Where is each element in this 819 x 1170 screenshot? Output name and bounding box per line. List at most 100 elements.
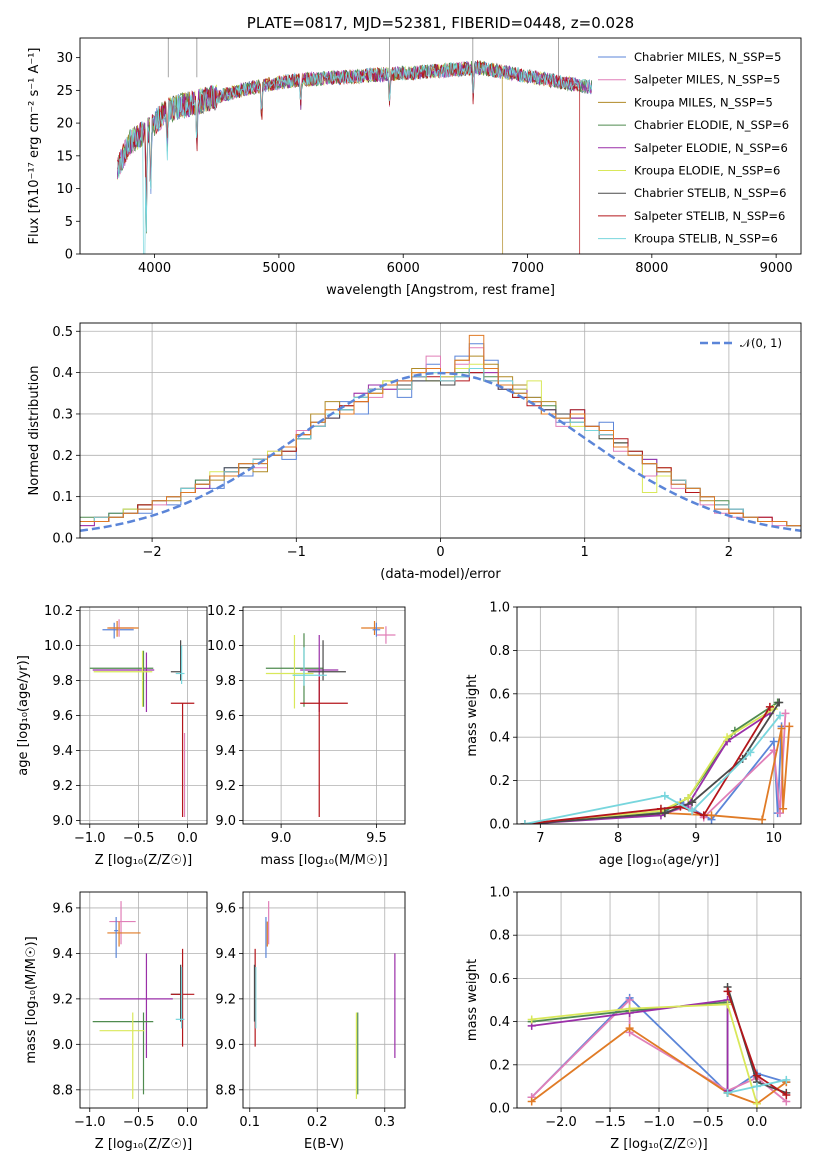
- x-tick-label: 8000: [635, 261, 668, 276]
- x-axis-label: Z [log₁₀(Z/Z☉)]: [95, 853, 192, 868]
- plus-marker: [707, 811, 716, 820]
- y-tick-label: 1.0: [489, 886, 510, 901]
- y-tick-label: 10.2: [207, 604, 236, 619]
- axes-0: 4000 5000 6000 7000 8000 9000 0 5 10 15 20 25 30 wave…: [27, 37, 802, 298]
- y-tick-label: 9.4: [215, 947, 236, 962]
- legend-label: Kroupa STELIB, N_SSP=6: [634, 232, 778, 246]
- y-tick-label: 9.6: [52, 901, 73, 916]
- spectrum-line: [117, 60, 504, 254]
- axes-frame: [79, 37, 802, 255]
- plus-marker: [527, 1097, 536, 1106]
- plus-marker: [723, 1000, 732, 1009]
- plus-marker: [660, 791, 669, 800]
- x-axis-label: Z [log₁₀(Z/Z☉)]: [610, 1137, 707, 1152]
- x-axis-label: wavelength [Angstrom, rest frame]: [326, 283, 555, 298]
- axes-frame: [516, 891, 802, 1109]
- x-tick-label: 0.0: [177, 831, 198, 846]
- x-tick-label: 0: [436, 545, 444, 560]
- y-axis-label: age [log₁₀(age/yr)]: [16, 655, 31, 776]
- legend: Chabrier MILES, N_SSP=5 Salpeter MILES, N…: [598, 50, 789, 246]
- y-tick-label: 0.3: [52, 407, 73, 422]
- plus-marker: [752, 1071, 761, 1080]
- x-tick-label: 7000: [511, 261, 544, 276]
- y-tick-label: 9.6: [52, 709, 73, 724]
- x-tick-label: 5000: [262, 261, 295, 276]
- x-tick-label: −0.5: [123, 831, 155, 846]
- axes-frame: [79, 891, 208, 1109]
- y-tick-label: 0.2: [52, 449, 73, 464]
- plus-marker: [520, 820, 529, 824]
- y-tick-label: 0.2: [489, 1058, 510, 1073]
- plus-marker: [656, 804, 665, 813]
- legend-label: Salpeter MILES, N_SSP=5: [634, 73, 780, 87]
- x-tick-label: 9.0: [271, 831, 292, 846]
- legend-label: Salpeter STELIB, N_SSP=6: [634, 209, 785, 223]
- y-tick-label: 9.4: [52, 947, 73, 962]
- plus-marker: [723, 733, 732, 742]
- y-tick-label: 0.0: [489, 1102, 510, 1117]
- plus-marker: [775, 698, 784, 707]
- y-tick-label: 9.8: [215, 674, 236, 689]
- y-tick-label: 0.8: [489, 644, 510, 659]
- weight-line: [524, 702, 780, 824]
- x-tick-label: 0.0: [177, 1115, 198, 1130]
- plus-marker: [723, 987, 732, 996]
- x-tick-label: 0.3: [374, 1115, 395, 1130]
- plus-marker: [625, 1024, 634, 1033]
- plus-marker: [765, 702, 774, 711]
- plot-area: [80, 334, 801, 538]
- y-tick-label: 9.2: [215, 779, 236, 794]
- axes-frame: [242, 606, 406, 825]
- x-tick-label: −1.5: [594, 1115, 626, 1130]
- axes-frame: [79, 606, 208, 825]
- x-tick-label: 0.0: [747, 1115, 768, 1130]
- spectrum-line: [116, 60, 593, 216]
- x-axis-label: Z [log₁₀(Z/Z☉)]: [95, 1137, 192, 1152]
- x-tick-label: 9: [692, 831, 700, 846]
- y-tick-label: 9.6: [215, 901, 236, 916]
- y-tick-label: 5: [65, 215, 73, 230]
- spectrum-line: [116, 60, 593, 216]
- plus-marker: [723, 1088, 732, 1097]
- legend-label: Chabrier ELODIE, N_SSP=6: [634, 118, 789, 132]
- y-tick-label: 9.6: [215, 709, 236, 724]
- y-tick-label: 0.0: [489, 818, 510, 833]
- weight-line: [524, 706, 771, 824]
- y-tick-label: 9.2: [215, 992, 236, 1007]
- legend-label: Kroupa ELODIE, N_SSP=6: [634, 164, 780, 178]
- plus-marker: [769, 737, 778, 746]
- axes-3: 9.0 9.5 9.0 9.2 9.4 9.6 9.8 10.0 10.2 mass [log₁₀…: [207, 604, 406, 868]
- plot-area: [520, 698, 794, 824]
- x-tick-label: 0.1: [239, 1115, 260, 1130]
- plus-marker: [625, 1004, 634, 1013]
- y-tick-label: 9.0: [52, 1038, 73, 1053]
- legend: 𝒩(0, 1): [700, 336, 782, 350]
- x-tick-label: 0.2: [307, 1115, 328, 1130]
- y-axis-label: mass [log₁₀(M/M☉)]: [24, 936, 39, 1063]
- x-axis-label: (data-model)/error: [380, 567, 501, 582]
- plus-marker: [684, 793, 693, 802]
- plus-marker: [688, 798, 697, 807]
- plot-area: [116, 38, 593, 254]
- plus-marker: [775, 809, 784, 818]
- y-tick-label: 0: [65, 248, 73, 263]
- plus-marker: [777, 724, 786, 733]
- spectrum-line: [117, 60, 581, 254]
- y-tick-label: 9.4: [52, 744, 73, 759]
- y-tick-label: 9.0: [215, 1038, 236, 1053]
- x-tick-label: 2: [725, 545, 733, 560]
- y-tick-label: 0.0: [52, 532, 73, 547]
- x-tick-label: 8: [614, 831, 622, 846]
- spectrum-line: [117, 60, 593, 234]
- y-tick-label: 1.0: [489, 601, 510, 616]
- y-tick-label: 0.4: [52, 366, 73, 381]
- y-tick-label: 10: [56, 182, 73, 197]
- x-tick-label: −2.0: [545, 1115, 577, 1130]
- y-axis-label: mass weight: [465, 959, 480, 1041]
- x-tick-label: 9000: [760, 261, 793, 276]
- plus-marker: [660, 809, 669, 818]
- plot-area: [89, 619, 195, 817]
- legend-label: Chabrier MILES, N_SSP=5: [634, 50, 781, 64]
- y-tick-label: 10.0: [44, 639, 73, 654]
